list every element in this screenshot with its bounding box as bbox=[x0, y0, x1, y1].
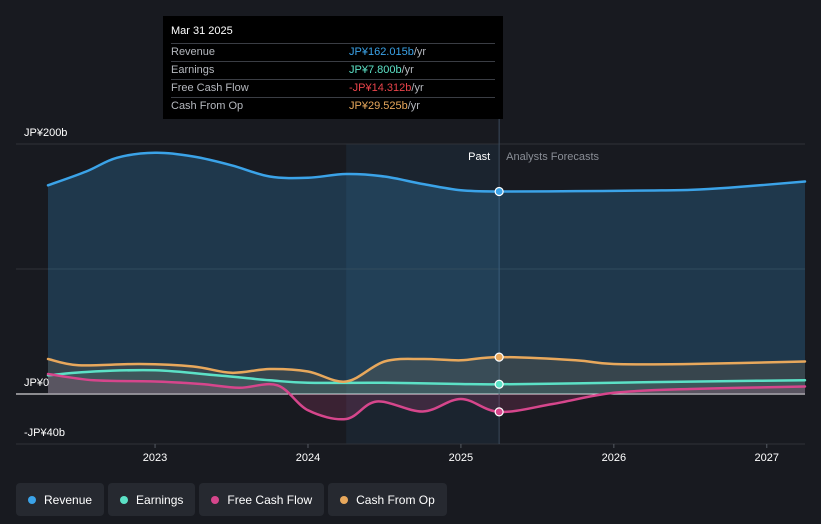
legend-item-revenue[interactable]: Revenue bbox=[16, 483, 105, 516]
tooltip-row-fcf: Free Cash Flow -JP¥14.312b /yr bbox=[171, 79, 495, 97]
marker-fcf bbox=[494, 407, 504, 417]
legend-item-free-cash-flow[interactable]: Free Cash Flow bbox=[199, 483, 325, 516]
marker-earnings bbox=[494, 379, 504, 389]
chart-legend: Revenue Earnings Free Cash Flow Cash Fro… bbox=[16, 483, 447, 516]
tooltip-value: JP¥162.015b bbox=[349, 46, 414, 58]
legend-dot-icon bbox=[211, 495, 220, 504]
x-tick-2024: 2024 bbox=[296, 452, 320, 464]
legend-label: Revenue bbox=[44, 492, 93, 507]
tooltip-label: Earnings bbox=[171, 64, 215, 76]
legend-label: Free Cash Flow bbox=[227, 492, 313, 507]
tooltip-date: Mar 31 2025 bbox=[171, 25, 233, 37]
line-revenue bbox=[46, 151, 807, 193]
legend-dot-icon bbox=[28, 495, 36, 504]
tooltip-unit: /yr bbox=[413, 46, 427, 58]
forecast-region-label: Analysts Forecasts bbox=[506, 151, 599, 163]
tooltip-label: Cash From Op bbox=[171, 100, 244, 112]
legend-label: Cash From Op bbox=[356, 492, 435, 507]
tooltip-unit: /yr bbox=[401, 64, 414, 76]
line-earnings bbox=[46, 368, 807, 386]
chart-markers bbox=[494, 186, 504, 417]
x-tick-2027: 2027 bbox=[755, 452, 779, 464]
tooltip-value: JP¥29.525b bbox=[349, 100, 408, 112]
y-axis-label-top: JP¥200b bbox=[24, 127, 67, 139]
tooltip-value: JP¥7.800b bbox=[349, 64, 402, 76]
chart-areas bbox=[48, 152, 805, 420]
legend-label: Earnings bbox=[136, 492, 184, 507]
tooltip-row-revenue: Revenue JP¥162.015b /yr bbox=[171, 43, 495, 61]
line-cfo bbox=[46, 355, 807, 383]
tooltip-label: Revenue bbox=[171, 46, 216, 58]
tooltip-unit: /yr bbox=[407, 100, 420, 112]
marker-revenue bbox=[494, 186, 504, 197]
x-tick-2025: 2025 bbox=[449, 452, 473, 464]
area-revenue bbox=[48, 152, 805, 394]
past-region-label: Past bbox=[468, 151, 490, 163]
area-cfo bbox=[48, 357, 805, 394]
financials-chart: JP¥200b JP¥0 -JP¥40b Past Analysts Forec… bbox=[16, 118, 807, 464]
line-fcf bbox=[46, 372, 807, 421]
tooltip-value: -JP¥14.312b bbox=[349, 82, 412, 94]
tooltip-row-cfo: Cash From Op JP¥29.525b /yr bbox=[171, 97, 495, 115]
marker-cfo bbox=[494, 352, 504, 362]
legend-item-earnings[interactable]: Earnings bbox=[108, 483, 196, 516]
legend-dot-icon bbox=[120, 495, 129, 504]
chart-lines bbox=[46, 151, 807, 421]
tooltip-unit: /yr bbox=[411, 82, 424, 94]
y-axis-label-zero: JP¥0 bbox=[24, 377, 49, 389]
area-fcf bbox=[48, 374, 805, 420]
x-tick-2026: 2026 bbox=[602, 452, 626, 464]
data-tooltip: Mar 31 2025 Revenue JP¥162.015b /yr Earn… bbox=[163, 16, 503, 119]
legend-dot-icon bbox=[340, 495, 349, 504]
x-tick-2023: 2023 bbox=[143, 452, 167, 464]
legend-item-cash-from-op[interactable]: Cash From Op bbox=[328, 483, 447, 516]
chart-labels: JP¥200b JP¥0 -JP¥40b Past Analysts Forec… bbox=[24, 127, 779, 464]
y-axis-label-bottom: -JP¥40b bbox=[24, 427, 65, 439]
tooltip-label: Free Cash Flow bbox=[171, 82, 249, 94]
chart-grid bbox=[16, 118, 805, 448]
tooltip-row-earnings: Earnings JP¥7.800b /yr bbox=[171, 61, 495, 79]
